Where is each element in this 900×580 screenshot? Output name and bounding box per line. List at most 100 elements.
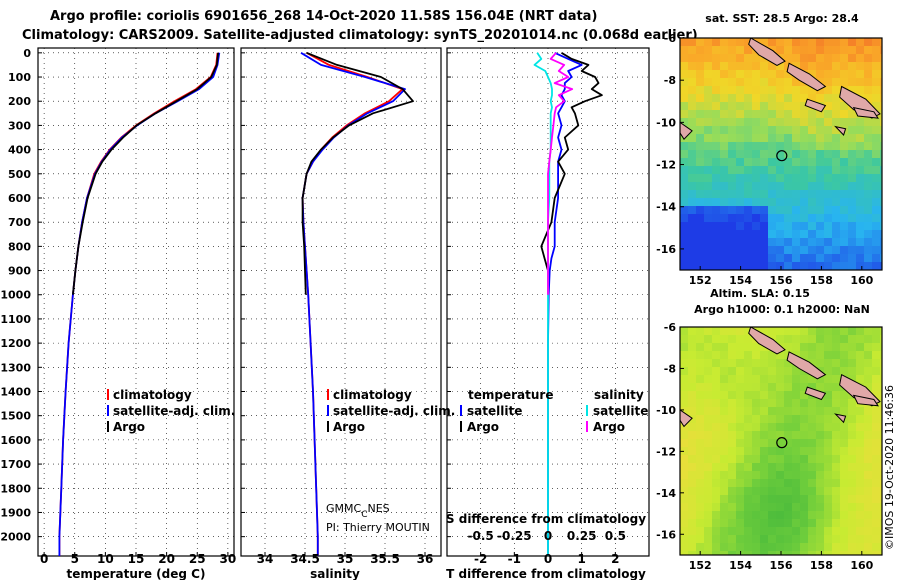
map-cell <box>688 327 697 336</box>
map-cell <box>752 214 761 223</box>
map-cell <box>864 327 873 336</box>
map-cell <box>784 230 793 239</box>
map-cell <box>880 158 882 167</box>
map-cell <box>792 206 801 215</box>
map-cell <box>680 543 689 552</box>
map-cell <box>872 527 881 536</box>
map-cell <box>712 487 721 496</box>
map-cell <box>848 62 857 71</box>
map-cell <box>816 126 825 135</box>
map-cell <box>776 134 785 143</box>
map-cell <box>864 86 873 95</box>
map-cell <box>712 527 721 536</box>
map-cell <box>784 527 793 536</box>
map-cell <box>760 327 769 336</box>
map-cell <box>824 142 833 151</box>
map-cell <box>688 78 697 87</box>
map-cell <box>808 351 817 360</box>
map-cell <box>840 174 849 183</box>
map-cell <box>760 174 769 183</box>
depth-tick-label: 900 <box>8 265 31 278</box>
map-cell <box>856 78 865 87</box>
map-cell <box>880 383 882 392</box>
map-cell <box>864 238 873 247</box>
map-cell <box>752 503 761 512</box>
map-cell <box>760 134 769 143</box>
map-cell <box>688 206 697 215</box>
map-cell <box>712 407 721 416</box>
map-cell <box>864 158 873 167</box>
map-cell <box>792 78 801 87</box>
map-cell <box>880 214 882 223</box>
map-cell <box>800 455 809 464</box>
map-cell <box>848 527 857 536</box>
map-cell <box>728 479 737 488</box>
map-cell <box>808 455 817 464</box>
map-cell <box>848 126 857 135</box>
map-cell <box>688 431 697 440</box>
map-cell <box>680 110 689 119</box>
map-cell <box>792 375 801 384</box>
map-cell <box>816 134 825 143</box>
map-cell <box>688 535 697 544</box>
map-cell <box>848 407 857 416</box>
map-cell <box>696 471 705 480</box>
map-cell <box>792 102 801 111</box>
map-cell <box>680 102 689 111</box>
temperature-axis-label: temperature (deg C) <box>67 567 206 580</box>
map-cell <box>824 367 833 376</box>
map-cell <box>832 54 841 63</box>
map-cell <box>776 118 785 127</box>
map-cell <box>800 262 809 270</box>
map-cell <box>824 439 833 448</box>
map-cell <box>880 190 882 199</box>
map-cell <box>824 431 833 440</box>
land-polygon <box>786 351 827 380</box>
map-cell <box>832 335 841 344</box>
map-cell <box>744 246 753 255</box>
map-cell <box>880 70 882 79</box>
map-cell <box>744 238 753 247</box>
map-cell <box>776 351 785 360</box>
map-cell <box>784 343 793 352</box>
map-cell <box>696 527 705 536</box>
map-cell <box>712 118 721 127</box>
map-cell <box>856 503 865 512</box>
map-cell <box>776 182 785 191</box>
map-cell <box>744 150 753 159</box>
map-cell <box>696 118 705 127</box>
map-cell <box>728 158 737 167</box>
map-cell <box>776 62 785 71</box>
map-cell <box>728 46 737 55</box>
map-cell <box>688 54 697 63</box>
map-cell <box>792 190 801 199</box>
map-cell <box>688 86 697 95</box>
map-cell <box>880 351 882 360</box>
map-cell <box>832 383 841 392</box>
map-cell <box>880 54 882 63</box>
map-cell <box>744 423 753 432</box>
map-cell <box>696 54 705 63</box>
map-cell <box>688 367 697 376</box>
map-cell <box>776 447 785 456</box>
map-cell <box>744 102 753 111</box>
map-cell <box>792 158 801 167</box>
map-cell <box>712 455 721 464</box>
map-cell <box>864 511 873 520</box>
map-cell <box>776 327 785 336</box>
map-cell <box>848 335 857 344</box>
map-cell <box>880 222 882 231</box>
map-cell <box>848 174 857 183</box>
map-cell <box>872 246 881 255</box>
map-cell <box>720 391 729 400</box>
map-cell <box>696 503 705 512</box>
map-cell <box>728 118 737 127</box>
land-polygon <box>852 106 879 119</box>
map-cell <box>704 511 713 520</box>
map-cell <box>872 503 881 512</box>
map-cell <box>792 471 801 480</box>
map-cell <box>792 230 801 239</box>
map-cell <box>880 447 882 456</box>
map-cell <box>792 511 801 520</box>
map-cell <box>736 511 745 520</box>
